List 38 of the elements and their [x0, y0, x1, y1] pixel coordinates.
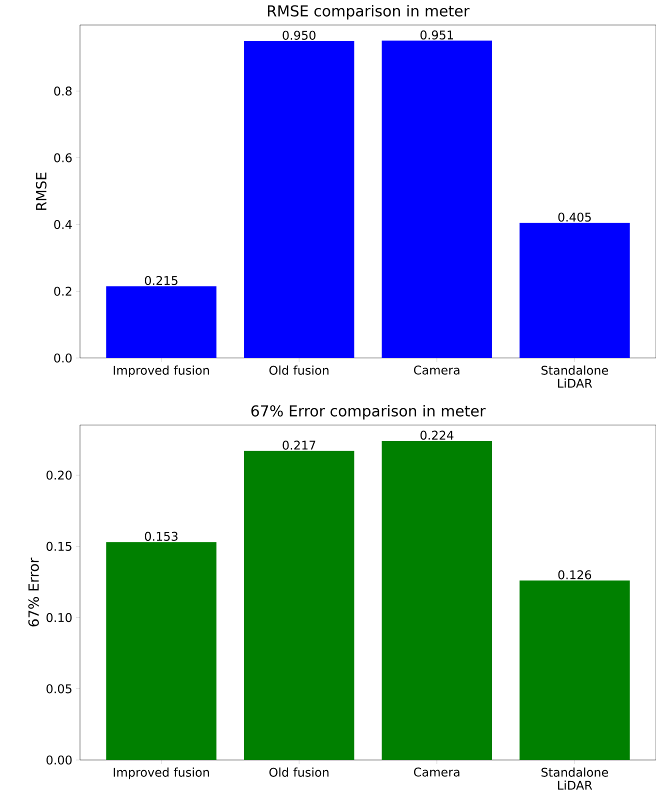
y-axis-title: 67% Error	[28, 558, 39, 626]
bar	[519, 222, 630, 358]
y-tick-label: 0.20	[46, 470, 72, 480]
data-label: 0.215	[144, 276, 178, 286]
y-tick-label: 0.0	[54, 353, 72, 363]
data-label: 0.951	[420, 30, 453, 40]
y-tick-label: 0.15	[46, 542, 72, 551]
y-tick-label: 0.00	[46, 755, 72, 765]
x-tick-label: Standalone LiDAR	[541, 768, 608, 790]
x-tick-label: Camera	[414, 366, 460, 375]
data-label: 0.224	[420, 430, 454, 440]
data-label: 0.153	[144, 532, 178, 541]
y-tick-label: 0.10	[46, 613, 72, 622]
x-tick-label: Old fusion	[269, 366, 328, 375]
y-tick-label: 0.6	[54, 153, 72, 162]
data-label: 0.126	[558, 570, 592, 580]
x-tick-label: Improved fusion	[114, 366, 209, 378]
y-tick-label: 0.2	[54, 286, 72, 296]
bar	[382, 440, 492, 760]
x-tick-label: Standalone LiDAR	[541, 366, 608, 388]
bar	[106, 542, 216, 760]
data-label: 0.405	[558, 212, 591, 222]
x-tick-label: Old fusion	[269, 768, 328, 777]
chart-title: RMSE comparison in meter	[268, 4, 470, 20]
x-tick-label: Improved fusion	[114, 768, 209, 780]
bar	[244, 450, 354, 760]
x-tick-label: Camera	[414, 768, 460, 777]
data-label: 0.217	[282, 440, 316, 450]
y-tick-label: 0.4	[54, 220, 72, 230]
bar	[106, 286, 216, 358]
bar	[519, 580, 630, 760]
chart-title: 67% Error comparison in meter	[251, 404, 486, 420]
y-tick-label: 0.05	[46, 684, 72, 694]
bar	[382, 40, 492, 358]
data-label: 0.950	[282, 30, 316, 40]
y-axis-title: RMSE	[36, 172, 46, 210]
y-tick-label: 0.8	[54, 86, 72, 96]
bar	[244, 41, 354, 358]
